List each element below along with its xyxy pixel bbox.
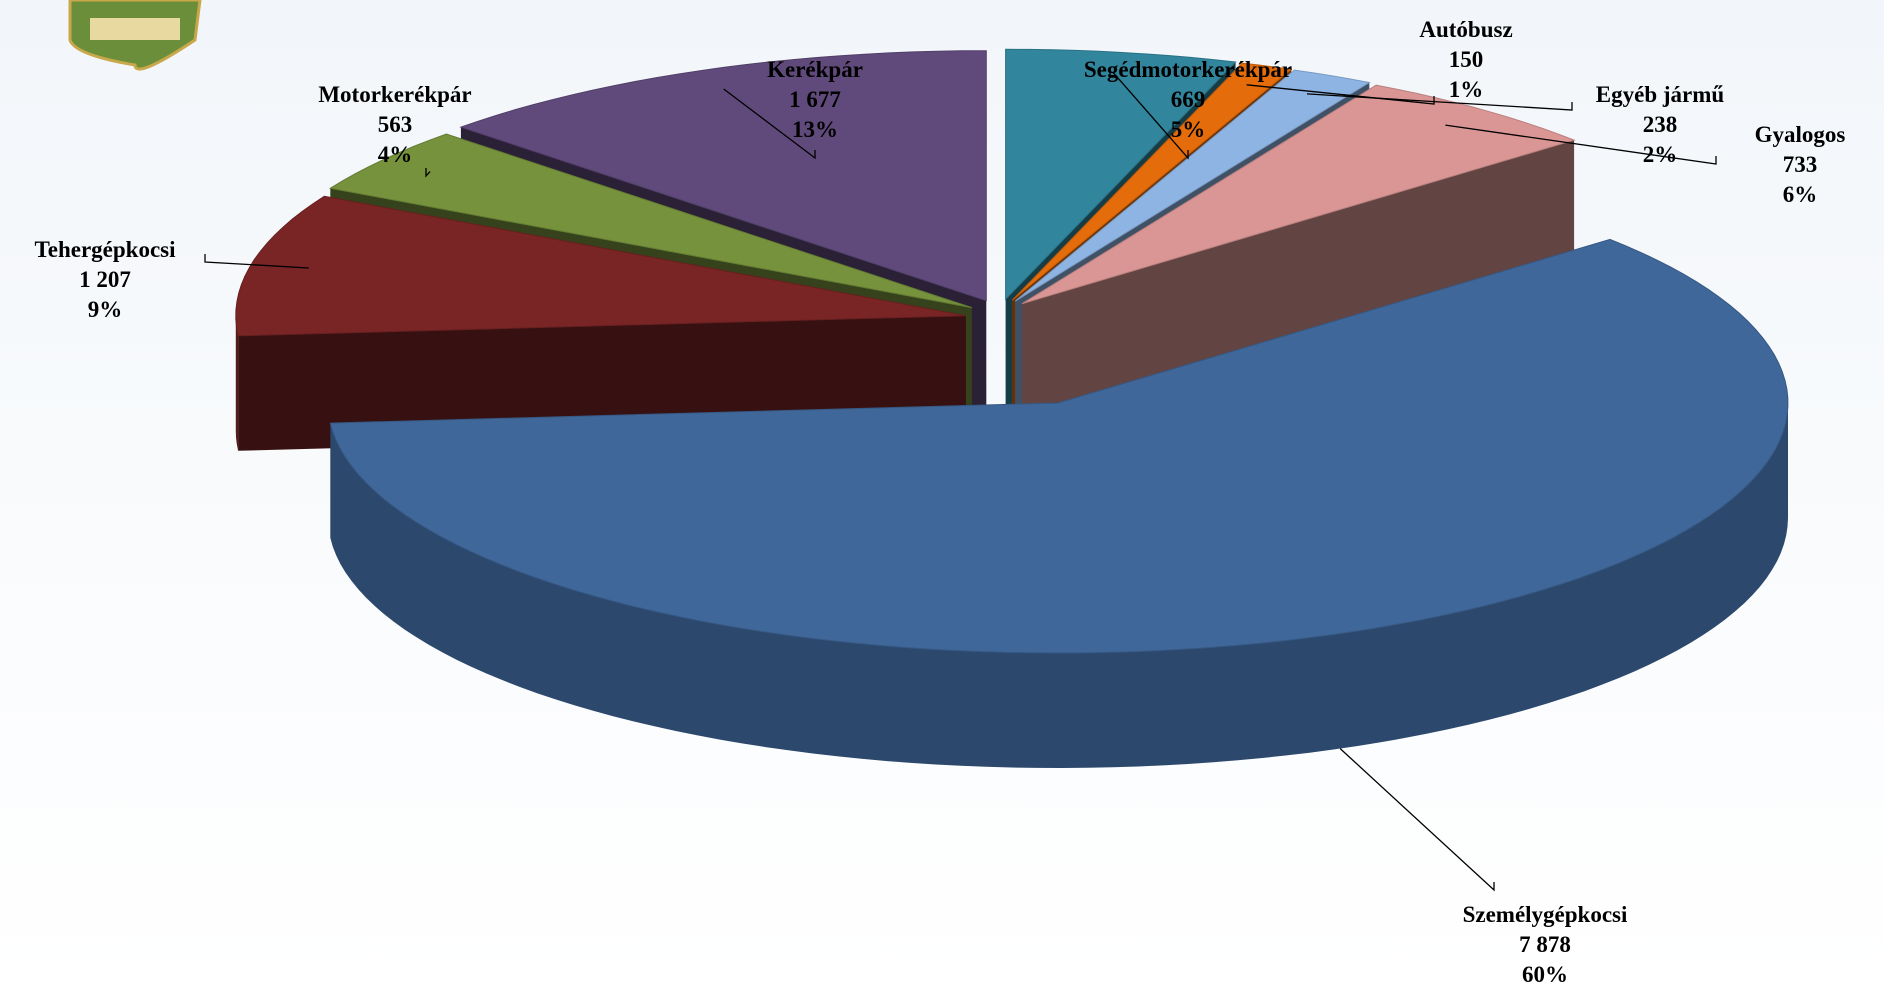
slice (459, 50, 987, 302)
leader-line (204, 254, 309, 269)
data-label: 1 677 (789, 87, 841, 112)
data-label: Tehergépkocsi (35, 237, 177, 262)
slice (1005, 48, 1237, 301)
slice-side (235, 315, 239, 451)
data-label: 733 (1783, 152, 1818, 177)
data-label: 1% (1449, 77, 1484, 102)
slice-cut-face (1022, 140, 1575, 419)
data-label: Motorkerékpár (318, 82, 471, 107)
leader-line (1445, 124, 1717, 165)
data-label: 669 (1171, 87, 1206, 112)
data-label: 150 (1449, 47, 1484, 72)
data-label: Autóbusz (1419, 17, 1512, 42)
leader-line (1306, 93, 1573, 111)
data-label: 4% (378, 142, 413, 167)
slice (1011, 62, 1293, 301)
slice (329, 238, 1789, 654)
data-label: Segédmotorkerékpár (1084, 57, 1292, 82)
leader-line (1112, 71, 1189, 160)
leader-line (1339, 748, 1495, 892)
leader-line (1246, 84, 1435, 105)
slice-side (330, 403, 1788, 768)
data-label: Gyalogos (1755, 122, 1846, 147)
leader-line (425, 168, 431, 178)
slice (1014, 69, 1371, 302)
data-label: Kerékpár (767, 57, 863, 82)
leader-line (723, 88, 816, 160)
slice (235, 195, 966, 337)
data-label: Egyéb jármű (1596, 82, 1725, 107)
slice (328, 133, 972, 309)
data-label: Személygépkocsi (1463, 902, 1628, 927)
data-label: 60% (1522, 962, 1568, 983)
data-label: 7 878 (1519, 932, 1571, 957)
data-label: 1 207 (79, 267, 131, 292)
data-label: 5% (1171, 117, 1206, 142)
data-label: 238 (1643, 112, 1678, 137)
data-label: 9% (88, 297, 123, 322)
data-label: 13% (792, 117, 838, 142)
logo-band (90, 18, 180, 40)
slice (1021, 84, 1576, 305)
data-label: 6% (1783, 182, 1818, 207)
data-label: 563 (378, 112, 413, 137)
